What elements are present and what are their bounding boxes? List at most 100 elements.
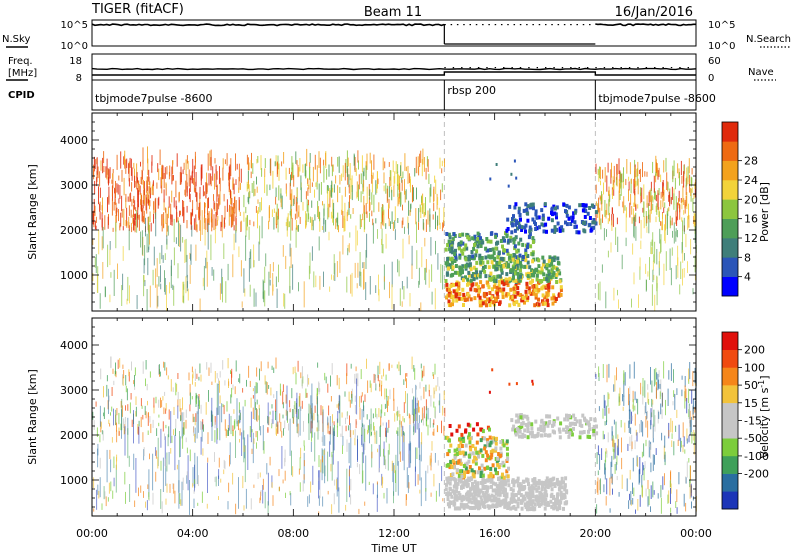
nsearch-tick-bottom: 10^0 (708, 41, 735, 52)
echo-mark (506, 478, 510, 483)
echo-mark (238, 415, 240, 424)
echo-mark (267, 472, 269, 506)
echo-mark (606, 364, 608, 383)
echo-mark (491, 287, 494, 292)
echo-mark (514, 271, 517, 276)
nsky-panel: N.Sky 10^5 10^0 10^5 10^0 N.Search (2, 19, 791, 52)
echo-mark (189, 193, 191, 203)
echo-mark (247, 157, 249, 171)
echo-mark (568, 428, 571, 433)
echo-mark (348, 425, 350, 431)
echo-mark (466, 470, 470, 474)
echo-mark (107, 197, 108, 213)
echo-mark (282, 414, 284, 419)
echo-mark (521, 498, 525, 503)
echo-mark (352, 430, 354, 435)
echo-mark (363, 167, 365, 177)
echo-mark (520, 422, 524, 426)
echo-mark (493, 264, 497, 269)
echo-mark (398, 260, 400, 277)
echo-mark (173, 247, 175, 266)
echo-mark (361, 434, 363, 445)
echo-mark (329, 187, 331, 198)
echo-mark (481, 436, 485, 441)
echo-mark (651, 247, 653, 255)
echo-mark (203, 217, 205, 230)
echo-mark (632, 498, 634, 505)
echo-mark (189, 252, 191, 259)
echo-mark (219, 395, 221, 404)
echo-mark (531, 379, 534, 383)
power-x-ticks (91, 113, 697, 311)
echo-mark (569, 428, 573, 433)
echo-mark (228, 166, 230, 184)
echo-mark (297, 164, 299, 178)
echo-mark (268, 385, 270, 389)
echo-mark (146, 289, 148, 311)
echo-mark (243, 194, 245, 208)
echo-mark (433, 374, 435, 379)
echo-mark (534, 227, 538, 231)
echo-mark (298, 396, 300, 407)
echo-mark (507, 466, 510, 471)
echo-mark (653, 254, 655, 262)
echo-mark (273, 217, 275, 230)
echo-mark (185, 238, 187, 263)
echo-mark (311, 182, 313, 187)
echo-mark (182, 237, 184, 243)
echo-mark (327, 422, 329, 429)
echo-mark (193, 489, 195, 494)
echo-mark (519, 487, 523, 492)
echo-mark (376, 413, 378, 419)
echo-mark (542, 229, 546, 234)
echo-mark (191, 208, 193, 216)
echo-mark (409, 424, 411, 451)
echo-mark (628, 420, 630, 433)
echo-mark (210, 208, 212, 223)
echo-mark (268, 220, 270, 230)
echo-mark (362, 171, 364, 188)
echo-mark (329, 190, 331, 208)
echo-mark (557, 487, 561, 492)
echo-mark (557, 480, 561, 485)
echo-mark (531, 382, 534, 386)
echo-mark (173, 285, 175, 306)
echo-mark (694, 182, 696, 198)
echo-mark (483, 495, 487, 500)
echo-mark (664, 202, 666, 209)
echo-mark (499, 446, 503, 451)
echo-mark (481, 429, 485, 434)
echo-mark (144, 280, 146, 287)
echo-mark (178, 192, 180, 203)
colorbar-tick-label: -15 (744, 415, 762, 428)
echo-mark (203, 424, 204, 432)
echo-mark (271, 404, 273, 409)
echo-mark (626, 207, 627, 218)
echo-mark (277, 216, 279, 233)
echo-mark (231, 387, 233, 398)
echo-mark (393, 185, 395, 197)
echo-mark (182, 397, 183, 410)
echo-mark (224, 159, 226, 165)
echo-mark (514, 506, 518, 511)
echo-mark (362, 183, 364, 195)
echo-mark (461, 450, 465, 455)
echo-mark (518, 434, 521, 439)
echo-mark (150, 222, 152, 232)
echo-mark (473, 287, 477, 292)
echo-mark (96, 427, 98, 437)
echo-mark (461, 241, 465, 246)
echo-mark (658, 211, 660, 222)
echo-mark (455, 428, 459, 433)
echo-mark (552, 271, 556, 276)
echo-mark (477, 240, 481, 245)
echo-mark (509, 259, 513, 264)
echo-mark (149, 453, 150, 460)
echo-mark (260, 490, 262, 496)
echo-mark (661, 221, 663, 231)
echo-mark (197, 475, 199, 487)
echo-mark (314, 154, 316, 170)
echo-mark (384, 403, 386, 409)
echo-mark (544, 479, 548, 484)
echo-mark (351, 272, 353, 297)
